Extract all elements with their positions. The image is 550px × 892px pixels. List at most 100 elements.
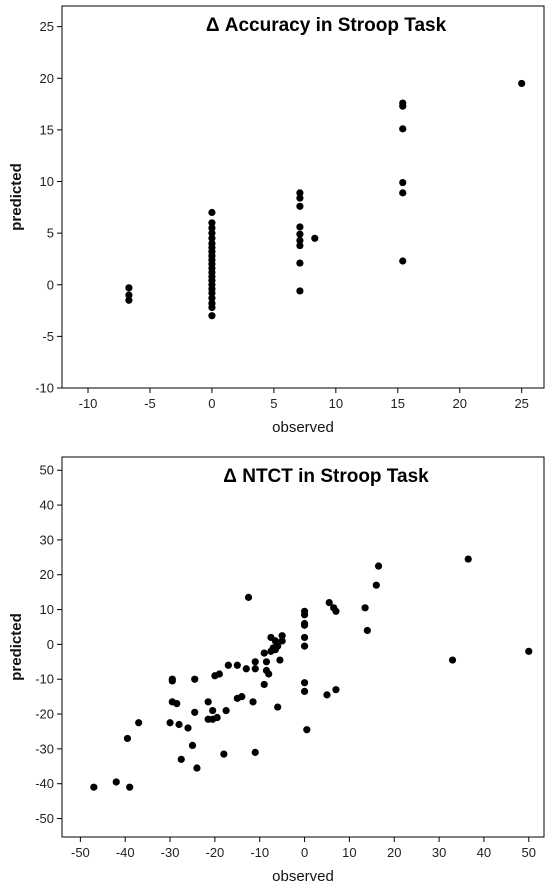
data-point bbox=[173, 699, 181, 708]
data-point bbox=[361, 604, 369, 612]
x-tick-label: 10 bbox=[329, 396, 343, 411]
data-point bbox=[325, 598, 333, 607]
data-point bbox=[296, 202, 304, 210]
data-point bbox=[332, 607, 340, 615]
data-point bbox=[168, 675, 176, 683]
data-point bbox=[251, 658, 259, 666]
data-point bbox=[249, 698, 257, 706]
y-tick-label: 30 bbox=[40, 532, 54, 547]
y-axis-label: predicted bbox=[8, 613, 25, 681]
data-point bbox=[278, 632, 286, 640]
data-point bbox=[265, 670, 273, 678]
data-point bbox=[135, 719, 143, 727]
x-axis-ticks: -50 -40 -30 -20 -10 0 10 20 30 40 50 bbox=[71, 837, 536, 860]
y-axis-ticks: 50 40 30 20 10 0 -10 -20 -30 -40 -50 bbox=[35, 463, 62, 826]
data-point bbox=[191, 675, 199, 683]
y-tick-label: 5 bbox=[47, 226, 54, 241]
y-tick-label: 10 bbox=[40, 174, 54, 189]
data-point bbox=[224, 661, 232, 669]
data-point bbox=[464, 555, 472, 563]
data-point bbox=[208, 294, 216, 302]
chart-accuracy: Δ Accuracy in Stroop Task -10 -5 0 5 10 15 20 2… bbox=[8, 5, 545, 436]
data-point bbox=[399, 257, 407, 265]
data-point bbox=[220, 750, 228, 758]
data-point bbox=[262, 658, 271, 666]
y-tick-label: 20 bbox=[40, 567, 54, 582]
data-point bbox=[323, 691, 331, 699]
y-tick-label: 10 bbox=[40, 602, 54, 617]
data-point bbox=[296, 287, 304, 295]
data-point bbox=[296, 236, 304, 244]
x-tick-label: -5 bbox=[144, 396, 156, 411]
x-axis-label: observed bbox=[272, 419, 334, 436]
data-point bbox=[300, 642, 309, 650]
data-point bbox=[260, 680, 268, 689]
data-point bbox=[215, 670, 223, 678]
y-tick-label: 50 bbox=[40, 463, 54, 478]
data-point bbox=[208, 234, 216, 242]
data-point bbox=[518, 79, 526, 88]
data-point bbox=[332, 686, 340, 694]
data-point bbox=[208, 303, 216, 312]
data-point bbox=[204, 698, 212, 706]
y-tick-label: 0 bbox=[47, 637, 54, 652]
data-point bbox=[303, 726, 311, 734]
data-points bbox=[125, 79, 526, 320]
data-point bbox=[399, 178, 407, 187]
data-point bbox=[448, 656, 457, 664]
data-point bbox=[525, 647, 533, 655]
y-tick-label: -40 bbox=[35, 776, 54, 791]
y-tick-label: -10 bbox=[35, 381, 54, 396]
data-point bbox=[238, 693, 246, 701]
data-point bbox=[175, 720, 183, 729]
data-point bbox=[125, 291, 133, 299]
x-tick-label: 0 bbox=[301, 845, 308, 860]
data-point bbox=[208, 224, 216, 232]
data-point bbox=[208, 219, 216, 227]
x-tick-label: 0 bbox=[208, 396, 215, 411]
data-point bbox=[300, 611, 309, 619]
data-point bbox=[184, 724, 192, 732]
data-point bbox=[188, 741, 197, 749]
data-point bbox=[300, 633, 309, 642]
y-axis-ticks: 25 20 15 10 5 0 -5 -10 bbox=[35, 19, 62, 396]
data-point bbox=[274, 703, 282, 711]
x-tick-label: 20 bbox=[453, 396, 467, 411]
y-tick-label: 0 bbox=[47, 277, 54, 292]
data-point bbox=[311, 234, 319, 242]
y-tick-label: 40 bbox=[40, 498, 54, 513]
data-point bbox=[213, 713, 221, 722]
data-point bbox=[251, 665, 259, 673]
data-point bbox=[191, 708, 199, 716]
data-point bbox=[399, 102, 407, 110]
y-axis-label: predicted bbox=[8, 163, 25, 231]
x-tick-label: 5 bbox=[270, 396, 277, 411]
data-point bbox=[296, 241, 304, 250]
data-point bbox=[399, 189, 407, 197]
data-point bbox=[125, 284, 133, 292]
y-tick-label: -20 bbox=[35, 707, 54, 722]
x-tick-label: -10 bbox=[250, 845, 269, 860]
data-point bbox=[296, 230, 304, 238]
x-tick-label: -10 bbox=[79, 396, 98, 411]
y-tick-label: 25 bbox=[40, 19, 54, 34]
x-tick-label: 40 bbox=[477, 845, 491, 860]
data-point bbox=[278, 637, 286, 645]
chart-title: Δ NTCT in Stroop Task bbox=[223, 466, 429, 487]
y-tick-label: -10 bbox=[35, 672, 54, 687]
data-point bbox=[363, 626, 371, 635]
x-tick-label: 15 bbox=[391, 396, 405, 411]
x-axis-ticks: -10 -5 0 5 10 15 20 25 bbox=[79, 388, 529, 411]
data-point bbox=[296, 194, 304, 202]
x-tick-label: 50 bbox=[522, 845, 536, 860]
y-tick-label: 20 bbox=[40, 71, 54, 86]
data-point bbox=[300, 621, 309, 629]
data-point bbox=[233, 661, 241, 669]
data-point bbox=[251, 748, 259, 756]
x-tick-label: 20 bbox=[387, 845, 401, 860]
data-point bbox=[112, 778, 120, 786]
x-tick-label: -30 bbox=[161, 845, 180, 860]
x-tick-label: 30 bbox=[432, 845, 446, 860]
